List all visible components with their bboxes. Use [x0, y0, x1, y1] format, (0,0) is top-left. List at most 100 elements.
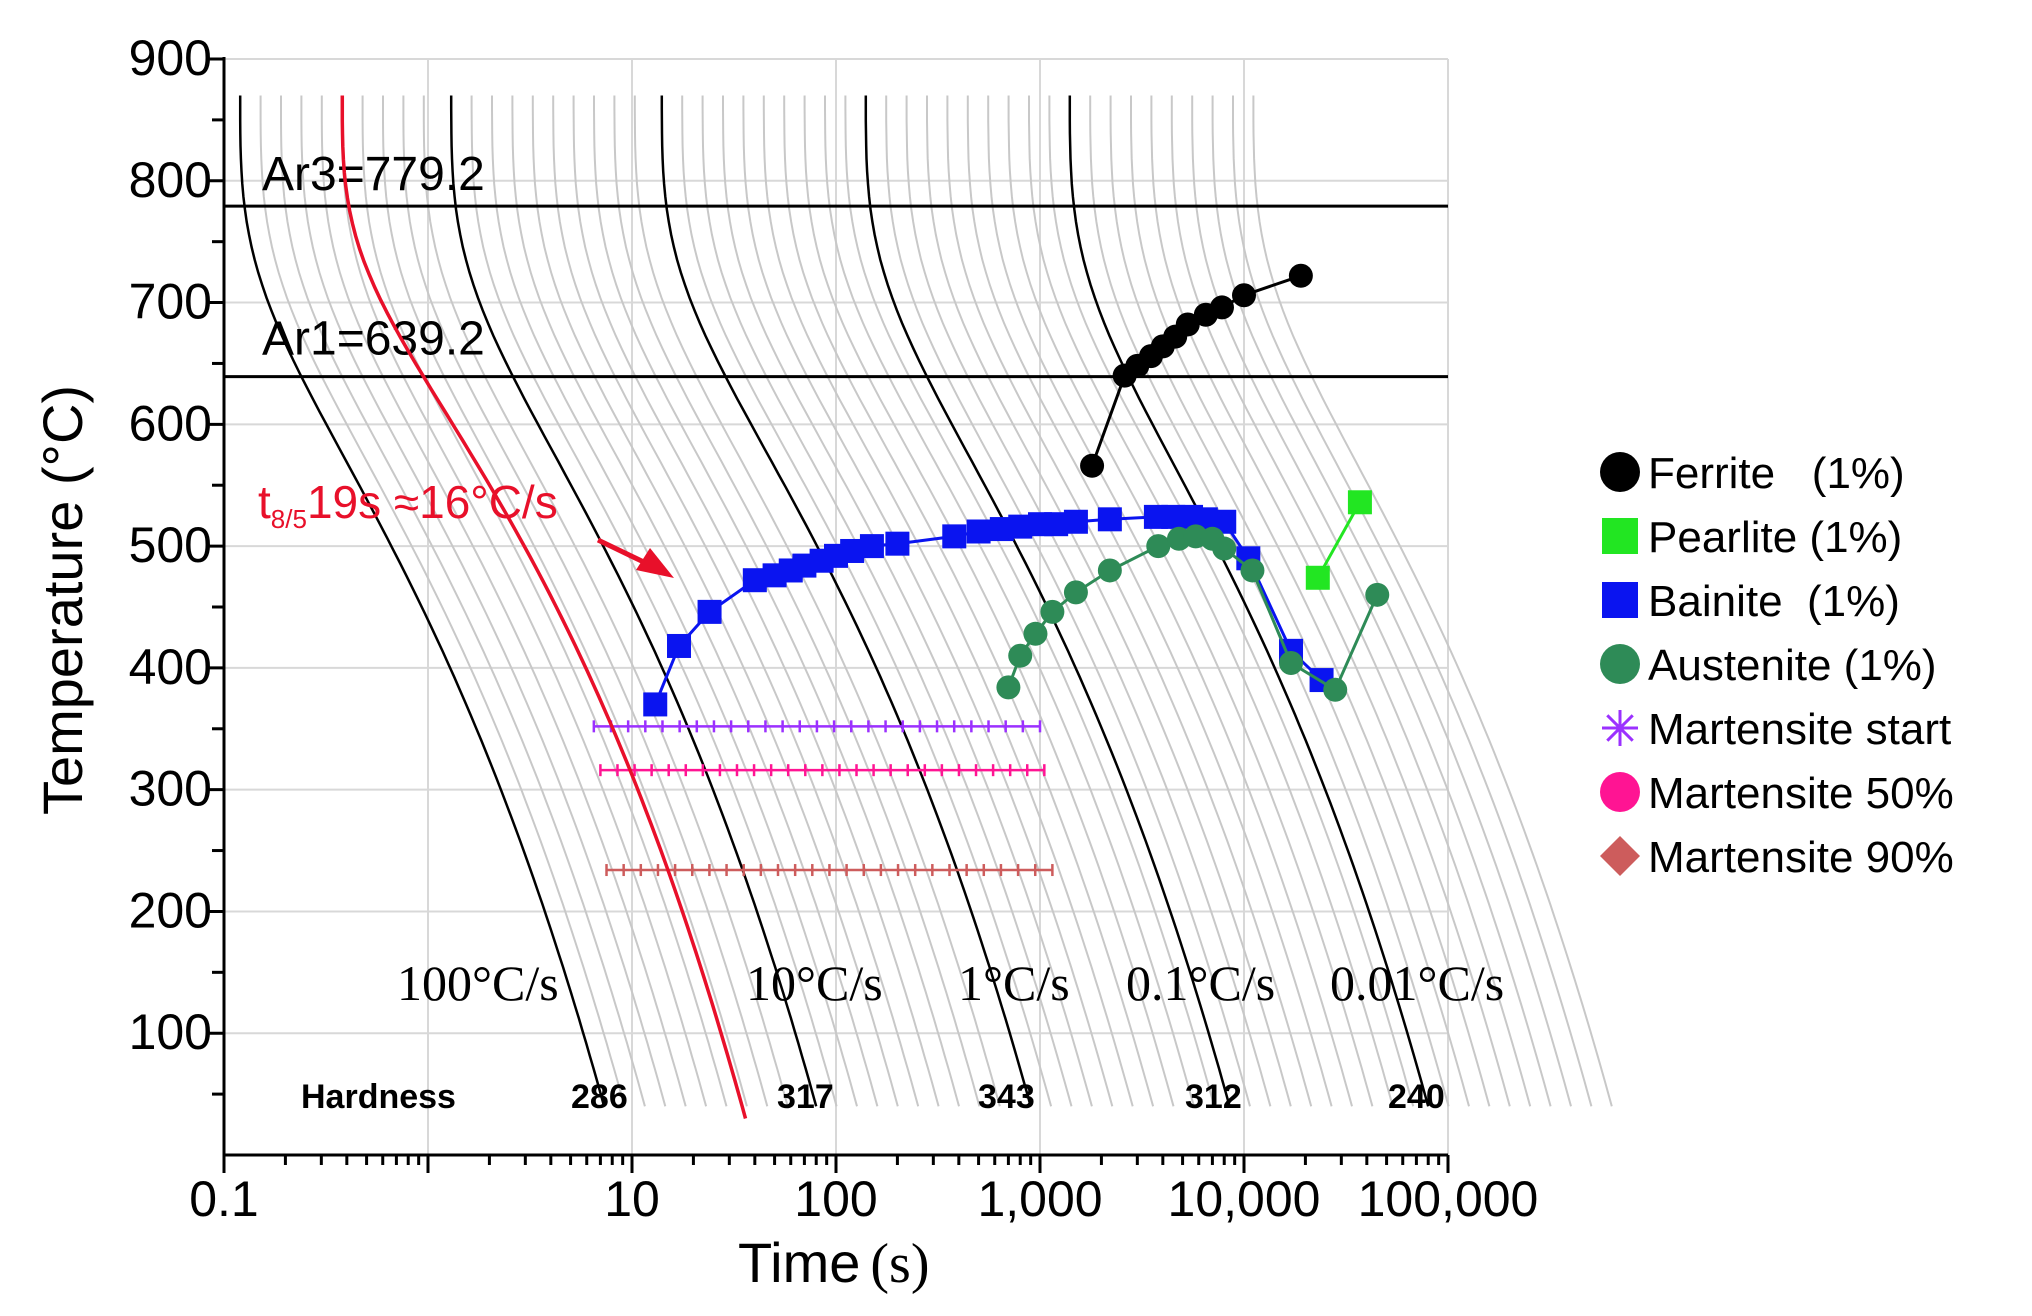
legend-item-martensite-90-: Martensite 90% — [1600, 833, 1954, 882]
legend-label-ferrite: Ferrite (1%) — [1648, 449, 1905, 498]
hardness-value-1: 286 — [571, 1078, 628, 1116]
pearlite-point — [1347, 490, 1372, 515]
bainite-point — [1063, 509, 1088, 534]
ar1-label: Ar1=639.2 — [262, 313, 485, 366]
cooling-curve-2 — [449, 95, 818, 1107]
austenite-point — [1063, 580, 1088, 605]
x-tick-label-2: 10 — [604, 1171, 660, 1227]
cooling-rate-label-4: 0.1°C/s — [1126, 955, 1275, 1011]
bg-cooling-curve — [320, 95, 687, 1107]
austenite-point — [1365, 582, 1390, 607]
ar3-label: Ar3=779.2 — [262, 148, 485, 201]
austenite-point — [1212, 536, 1237, 561]
austenite-point — [996, 675, 1021, 700]
cooling-rate-labels: 100°C/s 10°C/s 1°C/s 0.1°C/s 0.01°C/s — [397, 955, 1504, 1011]
legend-marker-martensite-50- — [1600, 772, 1640, 812]
y-tick-label-100: 100 — [129, 1004, 212, 1060]
legend-label-austenite: Austenite (1%) — [1648, 641, 1937, 690]
bg-cooling-curve — [722, 95, 1093, 1107]
x-tick-label-5: 10,000 — [1168, 1171, 1321, 1227]
bg-cooling-curve — [824, 95, 1195, 1107]
legend-label-bainite: Bainite (1%) — [1648, 577, 1900, 626]
hardness-value-5: 240 — [1388, 1078, 1445, 1116]
legend-item-bainite: Bainite (1%) — [1602, 577, 1900, 626]
bg-cooling-curve — [422, 95, 789, 1107]
y-tick-label-600: 600 — [129, 395, 212, 451]
cooling-rate-label-2: 10°C/s — [746, 955, 883, 1011]
bainite-point — [859, 534, 884, 559]
x-tick-label-6: 100,000 — [1358, 1171, 1539, 1227]
bg-cooling-curve — [762, 95, 1134, 1107]
bainite-point — [667, 633, 692, 658]
bg-cooling-curve — [946, 95, 1313, 1107]
x-tick-label-1: 0.1 — [189, 1171, 259, 1227]
bg-cooling-curve — [382, 95, 748, 1107]
bg-cooling-curve — [701, 95, 1073, 1107]
bg-cooling-curve — [572, 95, 940, 1107]
cooling-curve-1 — [238, 95, 606, 1107]
bg-cooling-curve — [987, 95, 1353, 1107]
bg-cooling-curve — [1150, 95, 1511, 1107]
legend-label-martensite-50-: Martensite 50% — [1648, 769, 1954, 818]
ferrite-point — [1209, 295, 1234, 320]
bg-cooling-curve — [300, 95, 667, 1107]
bg-cooling-curve — [905, 95, 1272, 1107]
austenite-point — [1146, 534, 1171, 559]
axes: 100 200 300 400 500 600 700 800 900 0.1 10 100 1,000… — [129, 30, 1539, 1227]
t85-annotation-text: t8/519s ≈16°C/s — [258, 476, 558, 534]
y-tick-label-900: 900 — [129, 30, 212, 86]
cooling-rate-label-3: 1°C/s — [958, 955, 1070, 1011]
bg-cooling-curve — [361, 95, 728, 1107]
austenite-point — [1240, 558, 1265, 583]
main-cooling-curves — [238, 95, 1430, 1107]
critical-temperature-lines: Ar3=779.2 Ar1=639.2 — [224, 148, 1448, 379]
bainite-point — [942, 524, 967, 549]
y-axis-label: Temperature (°C) — [31, 385, 94, 815]
austenite-point — [1279, 651, 1304, 676]
bg-cooling-curve — [613, 95, 981, 1107]
cooling-curve-5 — [1068, 95, 1430, 1107]
austenite-point — [1040, 599, 1065, 624]
legend-label-pearlite: Pearlite (1%) — [1648, 513, 1902, 562]
martensite-lines — [592, 720, 1054, 877]
bg-cooling-curve — [341, 95, 708, 1107]
austenite-point — [1323, 677, 1348, 702]
bainite-point — [966, 519, 991, 544]
weld-cooling-curve-line — [340, 95, 748, 1119]
pearlite-point — [1305, 565, 1330, 590]
y-tick-label-200: 200 — [129, 882, 212, 938]
bg-cooling-curve — [1007, 95, 1374, 1107]
bg-cooling-curve — [966, 95, 1333, 1107]
cooling-curve-3 — [660, 95, 1032, 1107]
y-tick-label-700: 700 — [129, 274, 212, 330]
bainite-point — [643, 692, 668, 717]
legend: Ferrite (1%) Pearlite (1%) Bainite (1%) Aus… — [1600, 449, 1954, 882]
legend-item-martensite-50-: Martensite 50% — [1600, 769, 1954, 818]
pearlite-series-line — [1316, 501, 1362, 579]
bg-cooling-curve — [491, 95, 858, 1107]
hardness-row: Hardness 286 317 343 312 240 — [301, 1078, 1445, 1116]
legend-marker-ferrite — [1600, 452, 1640, 492]
legend-item-pearlite: Pearlite (1%) — [1602, 513, 1902, 562]
bg-cooling-curve — [552, 95, 920, 1107]
bg-cooling-curve — [742, 95, 1114, 1107]
legend-marker-martensite-90- — [1600, 836, 1640, 876]
austenite-point — [1008, 643, 1033, 668]
y-tick-label-800: 800 — [129, 152, 212, 208]
bg-cooling-curve — [280, 95, 646, 1107]
bg-cooling-curve — [681, 95, 1053, 1107]
austenite-point — [1023, 621, 1048, 646]
bg-cooling-curve — [259, 95, 626, 1107]
ferrite-point — [1232, 283, 1256, 308]
hardness-value-3: 343 — [978, 1078, 1035, 1116]
bg-cooling-curve — [1252, 95, 1613, 1107]
x-axis-label-text: Time — [738, 1231, 860, 1294]
annotation-arrow-head — [636, 548, 674, 578]
bg-cooling-curve — [1028, 95, 1394, 1107]
bg-cooling-curve — [470, 95, 838, 1107]
bainite-point — [697, 599, 722, 624]
bainite-point — [885, 531, 910, 556]
hardness-label: Hardness — [301, 1078, 456, 1116]
legend-marker-bainite — [1602, 582, 1638, 618]
